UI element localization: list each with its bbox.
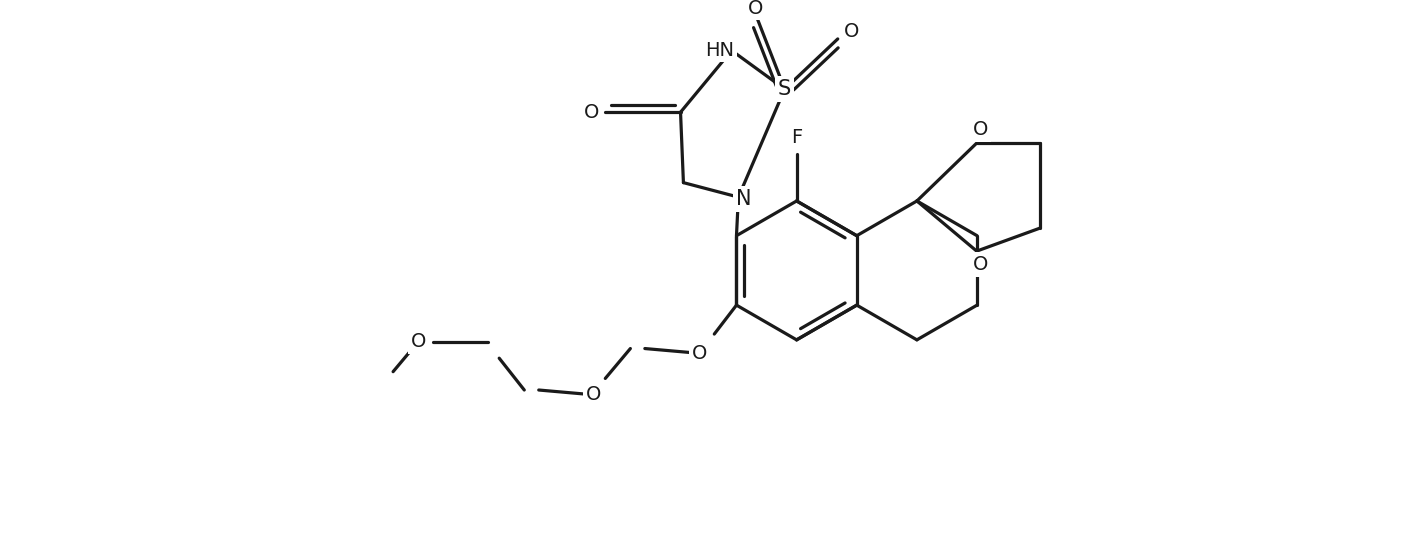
Text: F: F (790, 128, 802, 146)
Text: O: O (844, 22, 859, 41)
Text: N: N (737, 189, 752, 209)
Text: O: O (586, 385, 602, 405)
Text: O: O (972, 120, 988, 139)
Text: O: O (585, 103, 599, 122)
Text: O: O (748, 0, 764, 17)
Text: O: O (692, 344, 707, 363)
Text: O: O (410, 333, 426, 351)
Text: O: O (972, 255, 988, 274)
Text: S: S (778, 79, 792, 99)
Text: HN: HN (706, 41, 734, 60)
